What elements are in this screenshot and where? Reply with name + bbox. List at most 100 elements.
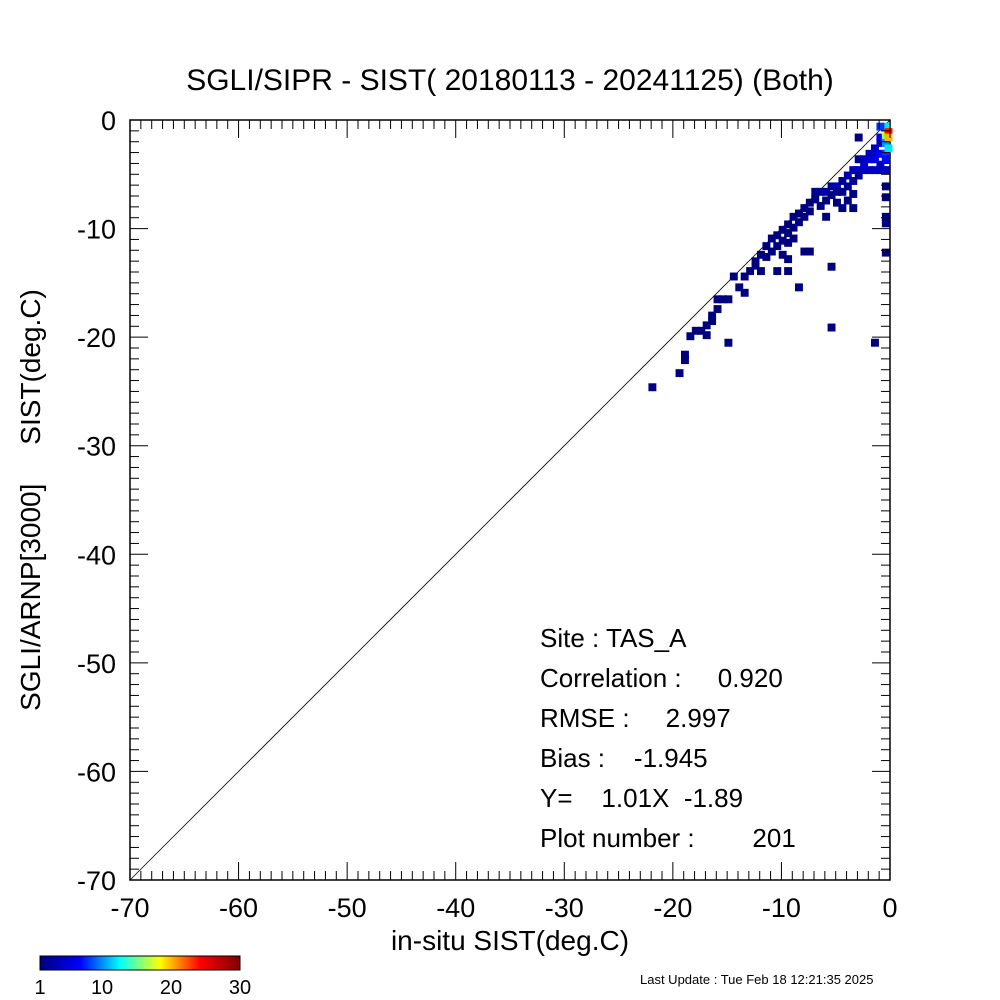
density-cell	[876, 139, 885, 147]
density-cell	[827, 182, 836, 191]
density-cell	[795, 209, 803, 218]
density-cell	[719, 295, 727, 304]
density-cell	[778, 250, 787, 259]
x-axis-tick-labels: -70 -60 -50 -40 -30 -20 -10 0	[110, 893, 897, 923]
density-cell	[757, 267, 765, 276]
colorbar	[39, 955, 241, 971]
density-cell	[724, 338, 733, 347]
density-cell	[648, 383, 657, 392]
density-cell	[773, 267, 782, 276]
density-cell	[800, 212, 809, 221]
density-cell	[849, 166, 858, 175]
density-cell	[884, 128, 893, 137]
density-cell	[854, 171, 863, 180]
density-cell	[784, 255, 793, 264]
density-cell	[833, 187, 841, 196]
y-axis-label: SGLI/ARNP[3000] SIST(deg.C)	[15, 289, 46, 711]
colorbar-tick-label: 1	[34, 977, 45, 999]
density-cell	[735, 283, 744, 292]
density-cell	[697, 326, 706, 335]
chart-title: SGLI/SIPR - SIST( 20180113 - 20241125) (…	[186, 64, 834, 97]
density-cell	[675, 369, 684, 378]
density-cell	[849, 190, 858, 198]
density-cell	[865, 155, 874, 164]
density-cell	[876, 133, 885, 142]
density-cell	[816, 201, 825, 210]
density-cell	[860, 160, 869, 169]
density-cell	[860, 166, 869, 175]
density-cell	[827, 323, 836, 332]
density-cell	[800, 204, 809, 213]
density-cell	[686, 332, 695, 341]
density-cell	[833, 198, 841, 207]
density-cell	[881, 155, 890, 164]
density-cell	[740, 288, 749, 297]
density-cell	[854, 133, 863, 142]
density-cell	[871, 155, 879, 164]
density-cell	[843, 171, 852, 180]
density-cell	[833, 182, 841, 191]
density-cell	[816, 187, 825, 196]
density-cell	[843, 196, 852, 205]
density-cell	[838, 177, 847, 185]
density-cell	[884, 144, 893, 153]
stats-panel: Site : TAS_A Correlation : 0.920 RMSE : …	[540, 623, 796, 853]
density-cell	[805, 198, 814, 207]
density-cell	[876, 166, 885, 175]
density-cell	[881, 149, 890, 158]
density-cell	[681, 350, 689, 359]
y-tick-label: -10	[77, 215, 116, 245]
density-cell	[724, 295, 733, 304]
density-cell	[881, 182, 890, 191]
y-tick-label: -70	[77, 866, 116, 896]
density-cell	[871, 338, 879, 347]
density-cell	[778, 236, 787, 245]
x-tick-label: -50	[328, 893, 367, 923]
density-cell	[708, 311, 717, 320]
x-tick-label: -20	[653, 893, 692, 923]
density-cell	[884, 133, 893, 142]
density-cell	[773, 231, 782, 240]
density-cells	[648, 122, 893, 392]
y-tick-label: 0	[101, 106, 116, 136]
density-cell	[838, 187, 847, 196]
density-cell	[789, 223, 798, 232]
density-cell	[778, 225, 787, 234]
x-axis-label: in-situ SIST(deg.C)	[391, 925, 629, 956]
density-cell	[762, 242, 771, 251]
density-cell	[849, 177, 858, 185]
density-cell	[838, 204, 847, 213]
density-cell	[784, 229, 793, 238]
density-cell	[805, 247, 814, 256]
density-cell	[854, 155, 863, 164]
density-cell	[876, 149, 885, 158]
stats-correlation: Correlation : 0.920	[540, 663, 783, 693]
density-cell	[757, 250, 765, 259]
stats-bias: Bias : -1.945	[540, 743, 708, 773]
density-cell	[746, 267, 755, 276]
density-cell	[871, 149, 879, 158]
y-tick-label: -30	[77, 432, 116, 462]
density-cell	[708, 317, 717, 325]
density-cell	[789, 234, 798, 243]
y-axis-tick-labels: 0 -10 -20 -30 -40 -50 -60 -70	[77, 106, 116, 896]
density-cell	[849, 204, 858, 213]
density-cell	[881, 248, 890, 257]
density-cell	[751, 261, 760, 270]
x-tick-label: -70	[110, 893, 149, 923]
y-tick-label: -50	[77, 649, 116, 679]
density-cell	[854, 166, 863, 175]
density-cell	[827, 191, 836, 200]
density-cell	[822, 187, 831, 196]
density-cell	[713, 305, 722, 314]
density-cell	[681, 356, 689, 365]
density-cell	[762, 253, 771, 261]
density-cell	[767, 247, 776, 256]
density-cell	[784, 238, 793, 247]
y-tick-label: -20	[77, 323, 116, 353]
last-update-text: Last Update : Tue Feb 18 12:21:35 2025	[640, 972, 873, 987]
density-cell	[800, 247, 809, 256]
density-cell	[876, 160, 885, 169]
density-cell	[773, 242, 782, 251]
